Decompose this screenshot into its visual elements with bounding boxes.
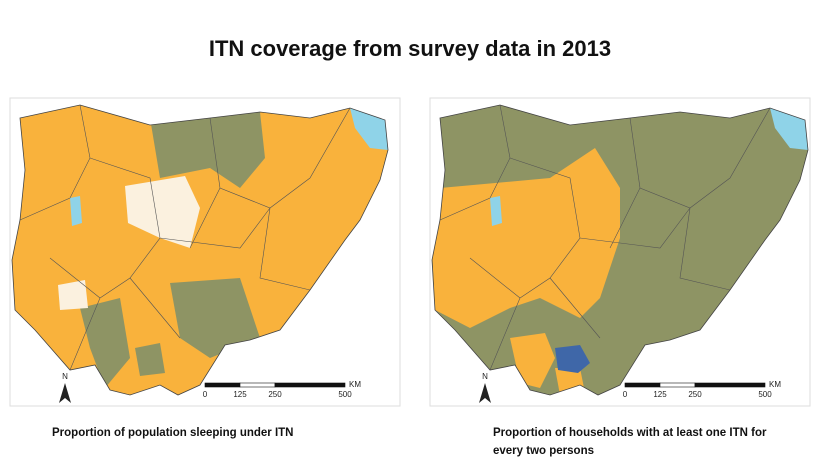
title: ITN coverage from survey data in 2013 (208, 36, 612, 61)
caption: Proportion of households with at least o… (493, 427, 767, 457)
region (125, 176, 200, 248)
scale-label: 500 (758, 390, 772, 399)
lake (70, 196, 82, 226)
region (555, 345, 590, 373)
caption: Proportion of population sleeping under … (52, 427, 294, 439)
scale-segment (204, 382, 241, 388)
region (432, 148, 620, 328)
region (80, 298, 130, 388)
scale-segment (239, 382, 276, 388)
region (510, 333, 555, 388)
scale-unit: KM (769, 380, 781, 389)
north-arrow (479, 383, 491, 403)
scale-label: 250 (688, 390, 702, 399)
region (170, 278, 260, 358)
scale-segment (659, 382, 696, 388)
scale-segment (274, 382, 346, 388)
region (58, 280, 88, 310)
region (135, 343, 165, 376)
scale-label: 0 (203, 390, 208, 399)
north-label: N (62, 372, 68, 381)
scale-segment (624, 382, 661, 388)
north-arrow (59, 383, 71, 403)
scale-label: 500 (338, 390, 352, 399)
region (150, 112, 265, 188)
north-label: N (482, 372, 488, 381)
scale-segment (694, 382, 766, 388)
scale-unit: KM (349, 380, 361, 389)
lake (350, 108, 388, 150)
scale-label: 125 (653, 390, 667, 399)
scale-label: 0 (623, 390, 628, 399)
lake (490, 196, 502, 226)
scale-label: 250 (268, 390, 282, 399)
scale-label: 125 (233, 390, 247, 399)
lake (770, 108, 808, 150)
